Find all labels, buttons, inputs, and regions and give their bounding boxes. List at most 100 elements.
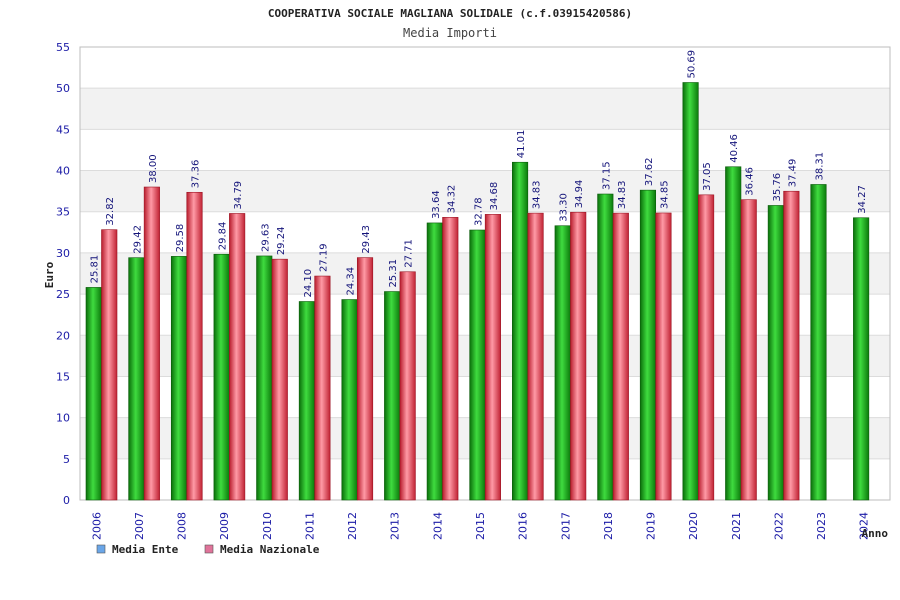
bar-media-ente: [512, 161, 529, 501]
data-label: 32.78: [473, 197, 484, 226]
bar-media-nazionale: [442, 217, 459, 501]
data-label: 37.49: [787, 159, 798, 188]
y-tick-label: 45: [56, 123, 70, 136]
bar-media-nazionale: [399, 271, 416, 501]
legend-swatch-media-nazionale: [204, 544, 214, 554]
bar-media-ente: [170, 256, 188, 501]
bar-media-nazionale: [314, 275, 331, 501]
x-tick-label: 2008: [176, 512, 189, 540]
bar-media-nazionale: [229, 213, 246, 501]
bar-media-ente: [256, 255, 273, 501]
x-tick-label: 2009: [218, 512, 231, 540]
data-label: 37.15: [601, 161, 612, 190]
data-label: 33.64: [431, 190, 442, 219]
bar-media-ente: [810, 184, 827, 501]
legend-label-media-ente: Media Ente: [112, 543, 179, 556]
data-label: 37.05: [702, 162, 713, 191]
bar-media-ente: [128, 257, 145, 501]
chart-subtitle: Media Importi: [403, 26, 497, 40]
data-label: 34.32: [446, 185, 457, 214]
bar-media-ente: [384, 291, 401, 501]
x-tick-label: 2018: [602, 512, 615, 540]
data-label: 29.58: [175, 224, 186, 253]
data-label: 50.69: [687, 50, 698, 79]
data-label: 40.46: [729, 134, 740, 163]
data-label: 34.83: [617, 180, 628, 209]
bar-media-ente: [426, 222, 443, 501]
x-tick-label: 2016: [517, 512, 530, 540]
data-label: 29.63: [260, 223, 271, 252]
bar-media-nazionale: [783, 190, 800, 501]
bar-media-ente: [554, 225, 571, 501]
bar-media-nazionale: [740, 199, 757, 501]
bar-media-nazionale: [143, 186, 160, 501]
bar-media-nazionale: [101, 229, 118, 501]
x-axis-label: Anno: [862, 527, 889, 540]
x-tick-label: 2017: [559, 512, 572, 540]
x-tick-label: 2020: [687, 512, 700, 540]
data-label: 34.94: [574, 180, 585, 209]
bar-media-ente: [469, 229, 486, 501]
y-tick-label: 15: [56, 370, 70, 383]
data-label: 34.27: [857, 185, 868, 214]
bar-media-nazionale: [570, 211, 587, 501]
data-label: 29.84: [218, 222, 229, 251]
x-tick-label: 2021: [730, 512, 743, 540]
bar-media-nazionale: [527, 212, 544, 501]
x-tick-label: 2015: [474, 512, 487, 540]
y-tick-label: 25: [56, 288, 70, 301]
bar-media-ente: [213, 253, 230, 501]
x-tick-label: 2014: [431, 512, 444, 540]
y-tick-label: 30: [56, 247, 70, 260]
bar-media-nazionale: [186, 191, 203, 501]
x-tick-label: 2012: [346, 512, 359, 540]
data-label: 36.46: [745, 167, 756, 196]
bar-media-ente: [853, 217, 870, 501]
data-label: 24.34: [346, 267, 357, 296]
data-label: 34.68: [489, 182, 500, 211]
data-label: 29.24: [276, 227, 287, 256]
y-tick-label: 40: [56, 165, 70, 178]
bar-media-ente: [341, 299, 358, 501]
bar-media-nazionale: [356, 257, 374, 501]
data-label: 37.36: [191, 160, 202, 189]
grid-band: [80, 88, 890, 130]
bar-media-ente: [85, 287, 102, 501]
y-tick-label: 0: [63, 494, 70, 507]
bar-media-nazionale: [271, 258, 288, 501]
data-label: 33.30: [559, 193, 570, 222]
data-label: 27.19: [318, 243, 329, 272]
data-label: 37.62: [644, 158, 655, 187]
data-label: 25.81: [90, 255, 101, 284]
data-label: 32.82: [105, 197, 116, 226]
y-tick-label: 5: [63, 453, 70, 466]
bar-media-nazionale: [655, 212, 672, 501]
legend: Media Ente Media Nazionale: [96, 543, 320, 556]
data-label: 34.85: [659, 180, 670, 209]
chart-title: COOPERATIVA SOCIALE MAGLIANA SOLIDALE (c…: [268, 7, 632, 20]
bar-media-ente: [597, 193, 614, 501]
data-label: 29.43: [361, 225, 372, 254]
x-tick-label: 2024: [858, 512, 871, 540]
legend-label-media-nazionale: Media Nazionale: [220, 543, 320, 556]
bar-media-ente: [725, 166, 742, 501]
x-tick-label: 2006: [90, 512, 103, 540]
data-label: 27.71: [404, 239, 415, 268]
legend-swatch-media-ente: [96, 544, 106, 554]
data-label: 34.79: [233, 181, 244, 210]
data-label: 25.31: [388, 259, 399, 288]
y-tick-label: 50: [56, 82, 70, 95]
x-tick-label: 2013: [389, 512, 402, 540]
y-tick-label: 35: [56, 206, 70, 219]
grid-band: [80, 129, 890, 171]
y-axis-label: Euro: [43, 261, 56, 288]
data-label: 34.83: [532, 180, 543, 209]
bar-media-nazionale: [612, 212, 629, 501]
y-tick-label: 20: [56, 329, 70, 342]
bar-media-ente: [682, 82, 699, 501]
data-label: 38.31: [814, 152, 825, 181]
bar-media-ente: [639, 189, 657, 501]
bar-media-ente: [298, 301, 315, 501]
bar-media-nazionale: [698, 194, 715, 501]
data-label: 29.42: [132, 225, 143, 254]
